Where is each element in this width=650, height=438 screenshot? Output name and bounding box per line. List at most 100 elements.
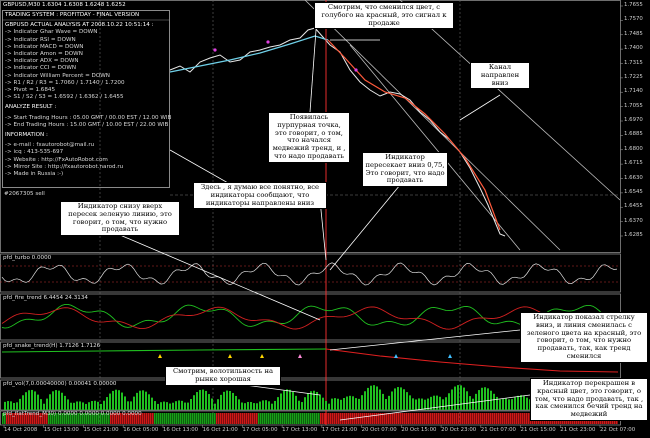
vol-bar xyxy=(34,391,36,410)
snake-arrow xyxy=(394,354,398,358)
flat-bar xyxy=(306,413,308,424)
vol-bar xyxy=(229,390,231,410)
vol-bar xyxy=(232,392,234,410)
annotation: Смотрим, волотильность на рынке хорошая xyxy=(165,366,281,386)
flat-bar xyxy=(436,413,438,424)
vol-bar xyxy=(298,400,300,410)
flat-bar xyxy=(178,413,180,424)
flat-bar xyxy=(324,413,326,424)
flat-bar xyxy=(498,413,500,424)
turbo-frame xyxy=(0,253,621,293)
flat-bar xyxy=(154,413,156,424)
vol-bar xyxy=(412,398,414,410)
analysis-line: -> Indicator MACD = DOWN xyxy=(5,43,84,50)
vol-bar xyxy=(403,389,405,410)
indicator-label: pfd_snake_trend(H) 1.7126 1.7126 xyxy=(3,343,101,349)
flat-bar xyxy=(228,413,230,424)
flat-bar xyxy=(218,413,220,424)
flat-bar xyxy=(278,413,280,424)
flat-bar xyxy=(300,413,302,424)
flat-bar xyxy=(98,413,100,424)
vol-bar xyxy=(58,390,60,410)
vol-bar xyxy=(43,403,45,410)
vol-bar xyxy=(280,393,282,410)
vol-bar xyxy=(481,387,483,410)
vol-bar xyxy=(217,399,219,410)
info-panel xyxy=(2,10,170,188)
signal-dot xyxy=(354,68,358,72)
flat-bar xyxy=(236,413,238,424)
vol-bar xyxy=(115,389,117,410)
flat-bar xyxy=(332,413,334,424)
price-tick-label: 1.7570 xyxy=(624,16,643,23)
snake-arrow xyxy=(228,354,232,358)
vol-bar xyxy=(430,396,432,410)
flat-bar xyxy=(356,413,358,424)
vol-bar xyxy=(76,401,78,410)
vol-bar xyxy=(346,396,348,410)
flat-bar xyxy=(494,413,496,424)
flat-bar xyxy=(52,413,54,424)
flat-bar xyxy=(110,413,112,424)
vol-bar xyxy=(202,389,204,410)
vol-bar xyxy=(487,388,489,410)
price-tick-label: 1.6285 xyxy=(624,232,643,238)
flat-bar xyxy=(334,413,336,424)
flat-bar xyxy=(118,413,120,424)
flat-bar xyxy=(364,413,366,424)
price-tick-label: 1.7140 xyxy=(624,88,643,95)
vol-bar xyxy=(235,395,237,410)
flat-bar xyxy=(166,413,168,424)
vol-bar xyxy=(502,398,504,410)
flat-bar xyxy=(400,413,402,424)
flat-bar xyxy=(162,413,164,424)
vol-bar xyxy=(343,398,345,410)
flat-bar xyxy=(192,413,194,424)
flat-bar xyxy=(406,413,408,424)
vol-bar xyxy=(166,402,168,410)
signal-dot xyxy=(213,48,217,52)
flat-bar xyxy=(164,413,166,424)
price-tick-label: 1.6885 xyxy=(624,131,643,138)
flat-bar xyxy=(174,413,176,424)
vol-bar xyxy=(136,392,138,410)
flat-bar xyxy=(208,413,210,424)
flat-bar xyxy=(188,413,190,424)
flat-bar xyxy=(396,413,398,424)
time-tick-label: 14 Oct 2008 xyxy=(4,427,38,433)
flat-bar xyxy=(408,413,410,424)
vol-bar xyxy=(124,396,126,410)
vol-bar xyxy=(496,396,498,410)
flat-bar xyxy=(466,413,468,424)
price-tick-label: 1.7315 xyxy=(624,59,643,66)
flat-bar xyxy=(136,413,138,424)
flat-bar xyxy=(318,413,320,424)
flat-bar xyxy=(460,413,462,424)
flat-bar xyxy=(516,413,518,424)
vol-bar xyxy=(370,385,372,410)
vol-bar xyxy=(46,398,48,410)
vol-bar xyxy=(91,401,93,410)
flat-bar xyxy=(448,413,450,424)
vol-bar xyxy=(247,401,249,410)
vol-bar xyxy=(127,401,129,410)
vol-bar xyxy=(55,390,57,410)
flat-bar xyxy=(264,413,266,424)
vol-bar xyxy=(415,399,417,410)
vol-bar xyxy=(67,399,69,410)
vol-bar xyxy=(85,403,87,410)
flat-bar xyxy=(440,413,442,424)
price-tick-label: 1.6370 xyxy=(624,217,643,224)
flat-bar xyxy=(402,413,404,424)
flat-bar xyxy=(520,413,522,424)
flat-bar xyxy=(272,413,274,424)
flat-bar xyxy=(374,413,376,424)
snake-arrow xyxy=(158,354,162,358)
vol-bar xyxy=(205,390,207,410)
flat-bar xyxy=(60,413,62,424)
flat-bar xyxy=(34,413,36,424)
vol-bar xyxy=(328,403,330,410)
flat-bar xyxy=(22,413,24,424)
flat-bar xyxy=(48,413,50,424)
